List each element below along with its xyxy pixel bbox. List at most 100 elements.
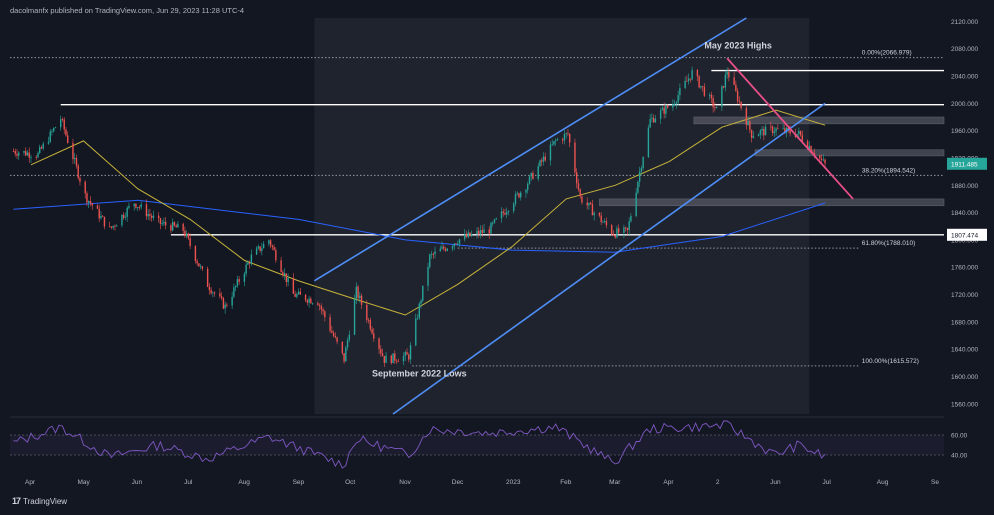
candle-body-286: [712, 98, 714, 108]
candle-body-295: [735, 84, 737, 91]
candle-body-173: [434, 251, 436, 255]
candle-body-258: [642, 157, 644, 168]
candle-body-171: [430, 253, 433, 255]
candle-body-91: [234, 286, 237, 288]
candle-body-71: [185, 233, 188, 237]
candle-body-121: [308, 298, 310, 303]
candle-body-21: [63, 119, 65, 130]
candle-body-81: [210, 290, 212, 294]
candle-body-104: [268, 240, 270, 244]
fib-level-100-label: 100.00%(1615.572): [862, 358, 919, 365]
candle-body-33: [91, 203, 93, 206]
candle-body-4: [23, 151, 25, 153]
candle-body-191: [479, 230, 482, 235]
rsi-axis-label: 40.00: [951, 453, 968, 460]
candle-body-183: [458, 239, 461, 244]
tradingview-logo[interactable]: 17 TradingView: [12, 496, 67, 506]
candle-body-305: [759, 130, 762, 135]
candle-body-65: [171, 222, 174, 231]
candle-body-103: [262, 243, 265, 249]
price-axis-label: 1720.000: [951, 292, 978, 299]
candle-body-238: [593, 212, 595, 216]
candle-body-116: [296, 294, 298, 297]
candle-body-304: [757, 134, 760, 137]
time-axis-label: Mar: [609, 479, 621, 486]
candle-body-194: [488, 229, 490, 234]
candle-body-241: [602, 221, 604, 223]
time-axis-label: Nov: [399, 479, 411, 486]
candle-body-140: [355, 286, 358, 299]
candle-body-18: [54, 127, 57, 129]
candle-body-312: [775, 128, 777, 132]
candle-body-82: [212, 292, 214, 294]
price-axis-label: 1600.000: [951, 374, 978, 381]
candle-body-9: [35, 157, 37, 159]
candle-body-193: [483, 229, 485, 233]
candle-body-45: [122, 214, 125, 218]
time-axis-label: 2023: [506, 479, 521, 486]
candle-body-310: [771, 126, 774, 134]
candle-body-167: [420, 300, 422, 304]
candle-body-222: [555, 140, 557, 142]
candle-body-271: [675, 102, 678, 104]
candle-body-260: [649, 119, 651, 128]
candle-body-150: [380, 348, 382, 354]
candle-body-268: [666, 105, 669, 108]
tradingview-logo-icon: 17: [12, 496, 21, 506]
time-axis-label: Se: [931, 479, 939, 486]
candle-body-153: [385, 355, 387, 363]
candle-body-205: [514, 194, 517, 204]
candle-body-323: [801, 135, 804, 142]
candle-body-218: [544, 156, 546, 161]
candle-body-324: [806, 141, 809, 149]
candle-body-223: [556, 139, 559, 141]
fib-level-38-label: 38.20%(1894.542): [862, 167, 916, 174]
candle-body-50: [135, 203, 137, 208]
candle-body-148: [373, 333, 375, 339]
candle-body-89: [231, 296, 233, 306]
candle-body-28: [79, 178, 81, 182]
candle-body-38: [103, 216, 106, 227]
candle-body-197: [493, 219, 496, 223]
candle-body-10: [37, 152, 39, 158]
time-axis-label: Apr: [25, 479, 36, 486]
candle-body-250: [624, 227, 627, 229]
candle-body-330: [820, 158, 823, 160]
fib-level-61-label: 61.80%(1788.010): [862, 240, 916, 247]
candle-body-119: [304, 294, 307, 301]
candle-body-263: [654, 118, 657, 123]
candle-body-300: [747, 121, 749, 126]
channel-upper-line: [313, 17, 747, 282]
candle-body-67: [175, 225, 177, 228]
candle-body-204: [513, 203, 515, 212]
candle-body-315: [784, 128, 786, 133]
candle-body-296: [736, 90, 739, 102]
candle-body-213: [532, 172, 534, 179]
candle-body-134: [341, 341, 344, 354]
candle-body-246: [614, 235, 616, 238]
candle-body-239: [598, 212, 601, 216]
candle-body-285: [710, 94, 713, 99]
candle-body-272: [677, 95, 679, 103]
candle-body-147: [371, 329, 373, 334]
candle-body-176: [443, 246, 445, 249]
candle-body-280: [698, 76, 700, 88]
candle-body-90: [233, 287, 235, 297]
candle-body-211: [528, 176, 531, 185]
candle-body-231: [577, 183, 580, 190]
time-axis-label: Jun: [132, 479, 143, 486]
candle-body-117: [297, 291, 300, 295]
candle-body-299: [745, 108, 748, 126]
candle-body-32: [89, 200, 92, 204]
candle-body-178: [446, 248, 448, 251]
candle-body-131: [332, 332, 335, 337]
candle-body-228: [569, 134, 571, 143]
candle-body-177: [444, 248, 447, 251]
candle-body-51: [136, 207, 139, 208]
candle-body-186: [467, 232, 469, 238]
candle-body-118: [299, 291, 302, 295]
candle-body-157: [395, 360, 398, 362]
candle-body-85: [220, 296, 223, 299]
